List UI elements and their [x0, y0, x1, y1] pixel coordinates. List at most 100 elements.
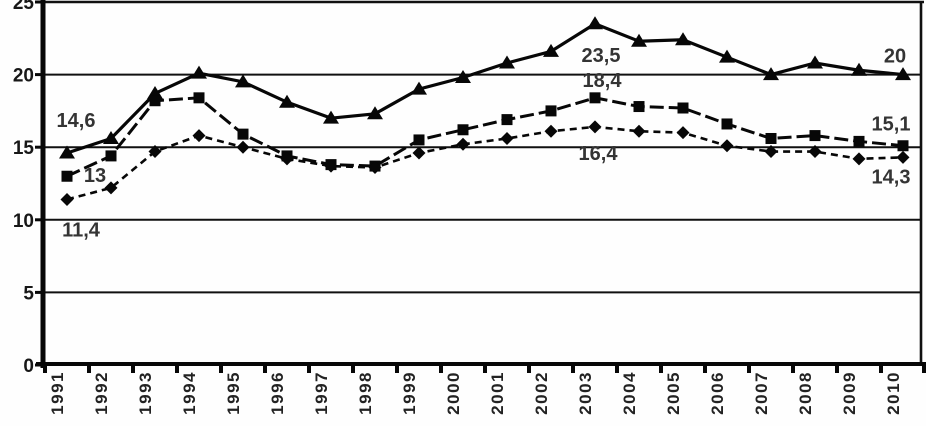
- y-tick-label: 10: [13, 211, 34, 232]
- square-marker: [589, 92, 601, 104]
- series-line-triangle: [66, 21, 904, 155]
- x-tick-label-1995: 1995: [224, 371, 243, 415]
- square-marker: [809, 130, 821, 142]
- x-tick-label-1998: 1998: [356, 371, 375, 415]
- diamond-marker: [236, 140, 250, 154]
- y-tick-label: 15: [13, 138, 35, 159]
- series-line-diamond: [66, 125, 904, 201]
- triangle-marker: [499, 55, 515, 69]
- data-point-label: 14,6: [57, 110, 96, 132]
- triangle-marker: [895, 67, 911, 81]
- triangle-marker: [103, 130, 119, 144]
- diamond-marker: [500, 131, 514, 145]
- triangle-marker: [807, 55, 823, 69]
- square-marker: [61, 170, 73, 182]
- y-axis-labels: 0 5 10 15 20 25: [13, 0, 35, 377]
- square-marker: [677, 102, 689, 114]
- diamond-marker: [192, 129, 206, 143]
- triangle-marker: [587, 16, 603, 30]
- triangle-marker: [851, 62, 867, 76]
- data-point-label: 15,1: [872, 114, 911, 136]
- data-point-label: 23,5: [582, 45, 621, 67]
- square-marker: [897, 140, 909, 152]
- square-marker: [853, 135, 865, 147]
- x-tick-label-2000: 2000: [444, 371, 463, 415]
- triangle-marker: [631, 33, 647, 47]
- x-tick-label-2007: 2007: [752, 371, 771, 415]
- square-marker: [193, 92, 205, 104]
- data-point-label: 13: [84, 165, 106, 187]
- diamond-marker: [324, 159, 338, 173]
- triangle-marker: [323, 110, 339, 124]
- diamond-marker: [412, 146, 426, 160]
- x-tick-label-2004: 2004: [620, 371, 639, 415]
- x-tick-label-1994: 1994: [180, 371, 199, 415]
- x-tick-label-1993: 1993: [136, 371, 155, 415]
- square-marker: [457, 124, 469, 136]
- diamond-marker: [808, 145, 822, 159]
- triangle-marker: [455, 70, 471, 84]
- series-line-square: [66, 96, 904, 178]
- square-marker: [105, 150, 117, 162]
- diamond-series: [60, 120, 910, 206]
- triangle-marker: [59, 145, 75, 159]
- x-tick-label-2005: 2005: [664, 371, 683, 415]
- triangle-marker: [763, 67, 779, 81]
- diamond-marker: [104, 181, 118, 195]
- y-tick-label: 0: [23, 356, 34, 377]
- x-tick-label-2002: 2002: [532, 371, 551, 415]
- square-marker: [501, 114, 513, 126]
- triangle-marker: [719, 49, 735, 63]
- x-tick-label-1996: 1996: [268, 371, 287, 415]
- data-point-label: 14,3: [872, 166, 911, 188]
- y-tick-label: 20: [13, 66, 34, 87]
- square-marker: [237, 128, 249, 140]
- square-marker: [721, 118, 733, 130]
- data-point-label: 20: [884, 46, 906, 68]
- diamond-marker: [148, 145, 162, 159]
- diamond-marker: [280, 152, 294, 166]
- triangle-marker: [543, 43, 559, 57]
- triangle-marker: [191, 65, 207, 79]
- triangle-marker: [367, 106, 383, 120]
- x-tick-label-1991: 1991: [48, 371, 67, 415]
- x-tick-label-2008: 2008: [796, 371, 815, 415]
- triangle-marker: [675, 32, 691, 46]
- diamond-marker: [720, 139, 734, 153]
- diamond-marker: [60, 192, 74, 206]
- x-tick-label-2003: 2003: [576, 371, 595, 415]
- diamond-marker: [456, 137, 470, 151]
- diamond-marker: [764, 145, 778, 159]
- square-marker: [633, 101, 645, 113]
- diamond-marker: [852, 152, 866, 166]
- x-tick-label-1992: 1992: [92, 371, 111, 415]
- y-tick-label: 25: [13, 0, 35, 14]
- triangle-marker: [411, 81, 427, 95]
- diamond-marker: [896, 150, 910, 164]
- x-tick-label-2010: 2010: [884, 371, 903, 415]
- triangle-marker: [279, 94, 295, 108]
- x-tick-label-1999: 1999: [400, 371, 419, 415]
- x-tick-label-2009: 2009: [840, 371, 859, 415]
- diamond-marker: [588, 120, 602, 134]
- x-tick-label-2006: 2006: [708, 371, 727, 415]
- square-marker: [765, 132, 777, 144]
- x-tick-label-1997: 1997: [312, 371, 331, 415]
- diamond-marker: [632, 124, 646, 138]
- square-series: [61, 92, 909, 182]
- data-point-label: 11,4: [62, 219, 101, 241]
- triangle-marker: [235, 74, 251, 88]
- data-point-label: 16,4: [579, 143, 619, 165]
- square-marker: [413, 134, 425, 146]
- x-tick-label-2001: 2001: [488, 371, 507, 415]
- diamond-marker: [544, 124, 558, 138]
- square-marker: [149, 95, 161, 107]
- diamond-marker: [368, 161, 382, 175]
- data-point-labels: 14,6 13 11,4 23,5 18,4 16,4 20 15,1 14,3: [57, 45, 911, 242]
- y-tick-label: 5: [23, 283, 34, 304]
- diamond-marker: [676, 126, 690, 140]
- square-marker: [545, 105, 557, 117]
- data-point-label: 18,4: [583, 70, 623, 92]
